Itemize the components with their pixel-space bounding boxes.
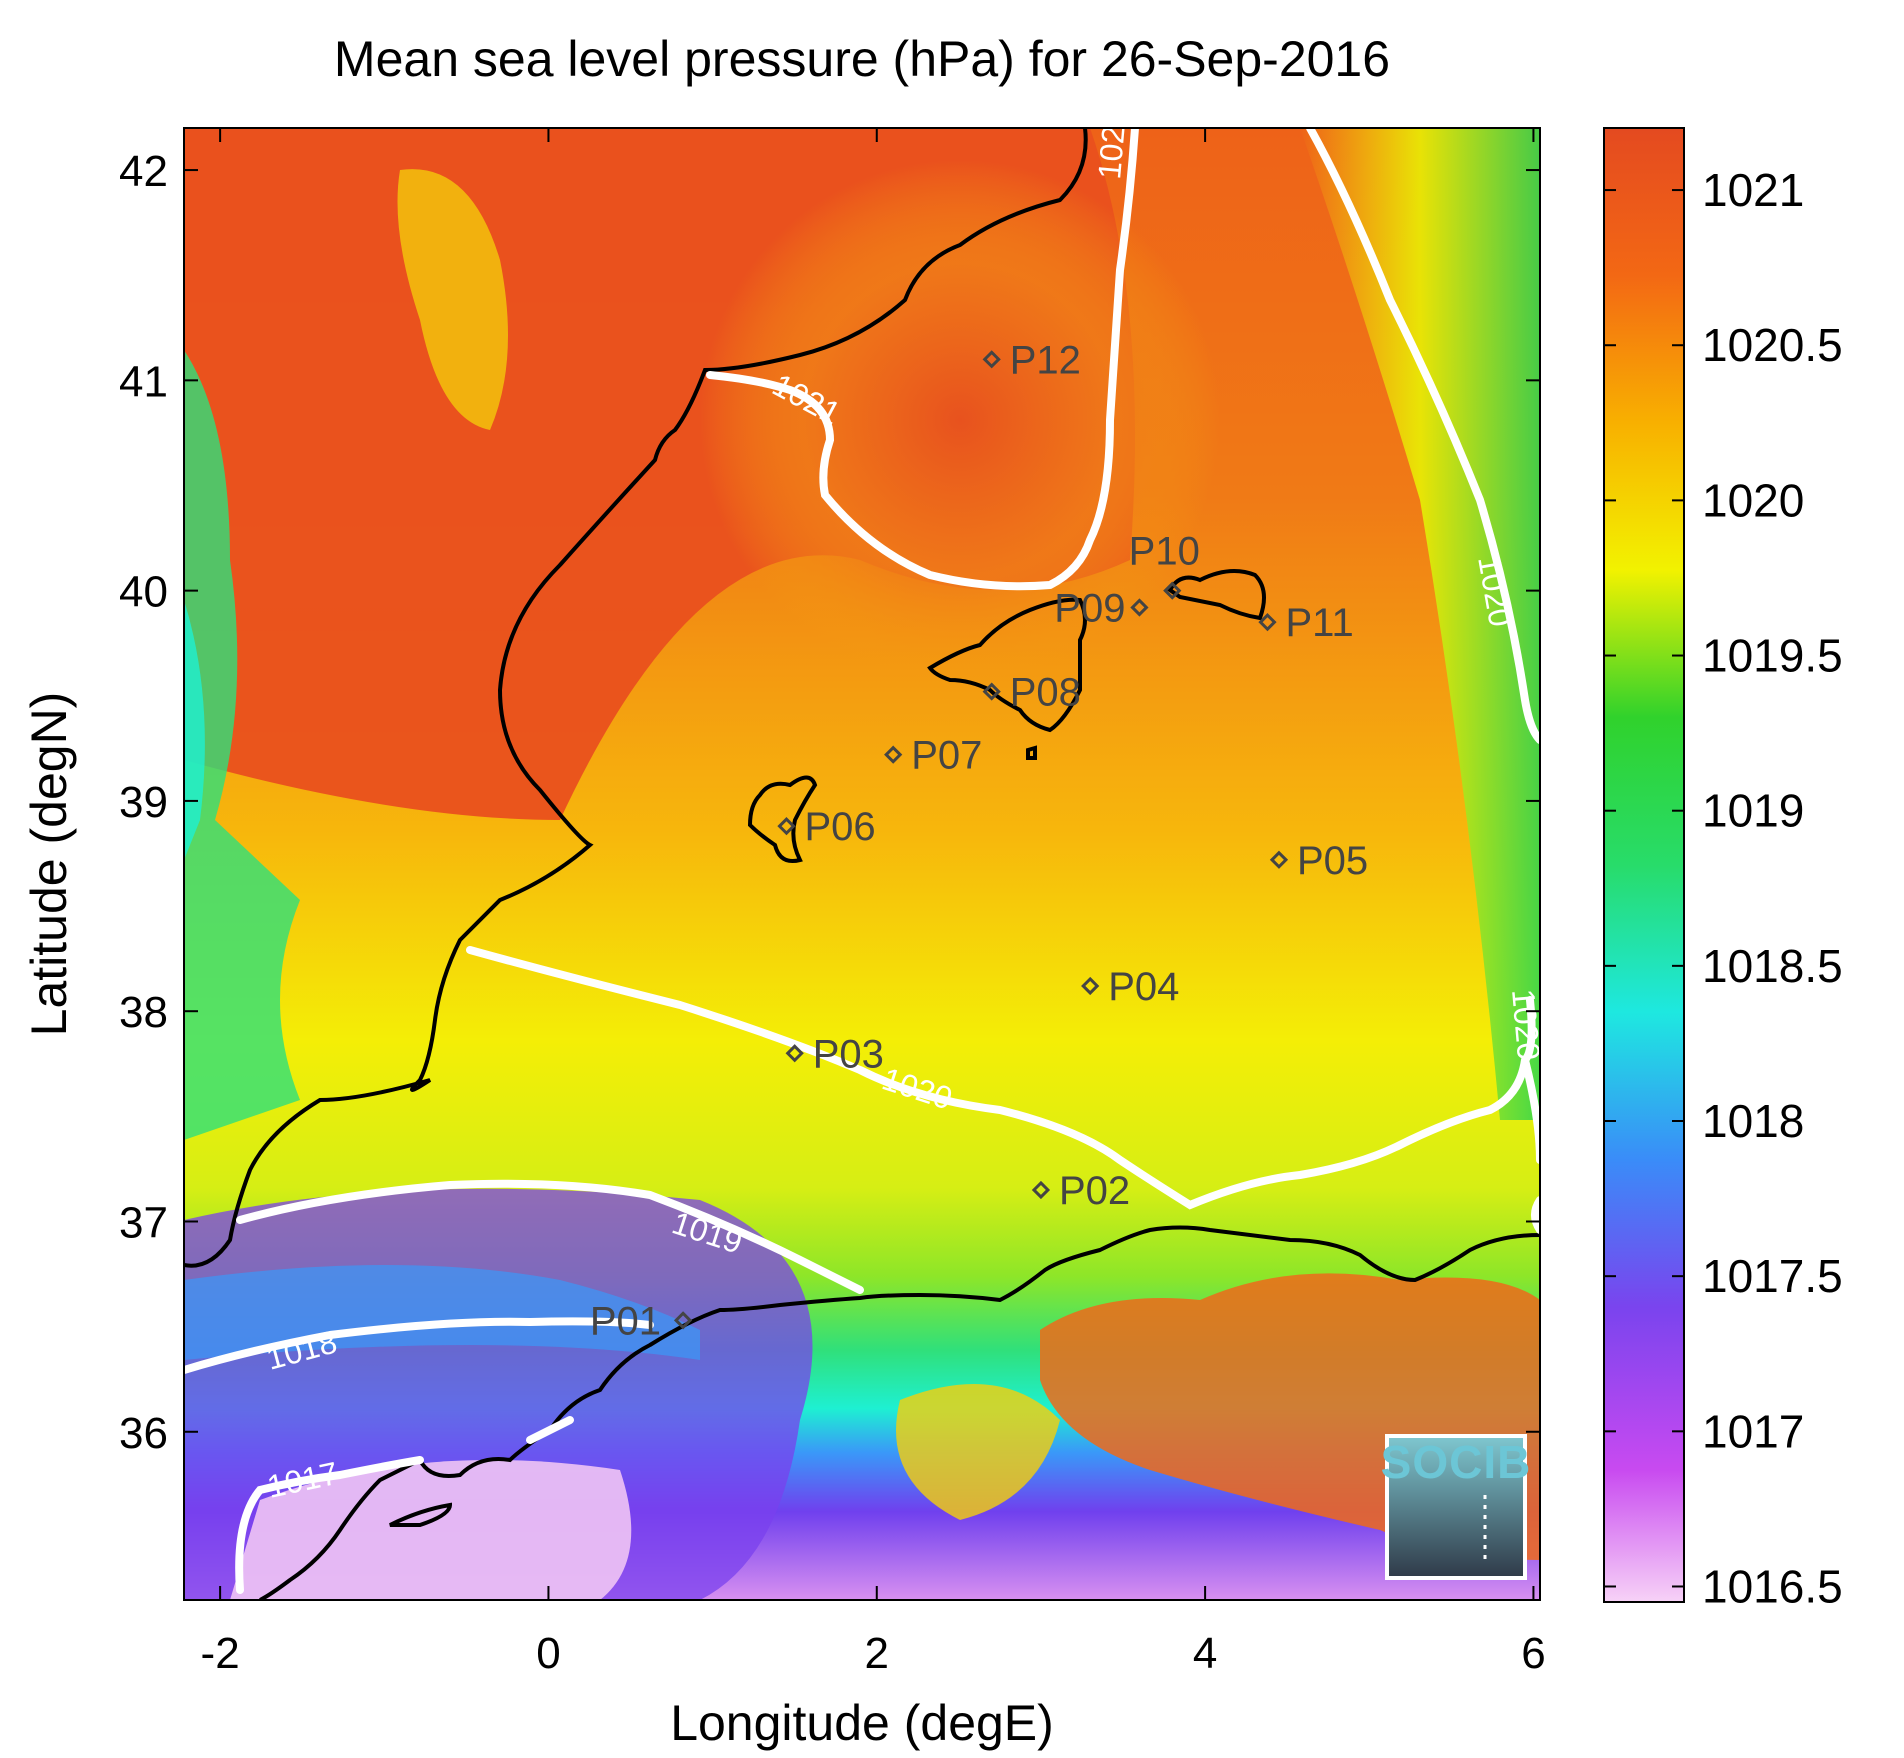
colorbar-tick-label: 1020.5 <box>1702 319 1843 371</box>
x-axis-ticks: -2 0 2 4 6 <box>201 128 1546 1678</box>
y-axis-ticks: 36 37 38 39 40 41 42 <box>119 147 1540 1458</box>
y-tick-label: 37 <box>119 1198 168 1247</box>
station-label: P12 <box>1010 338 1081 382</box>
y-tick-label: 38 <box>119 988 168 1037</box>
station-marker <box>1081 976 1100 996</box>
station-marker <box>673 1311 693 1330</box>
colorbar-tick-label: 1021 <box>1702 164 1804 216</box>
colorbar-tick-label: 1018.5 <box>1702 940 1843 992</box>
station-marker <box>1163 581 1182 600</box>
y-tick-label: 40 <box>119 568 168 617</box>
y-tick-label: 36 <box>119 1409 168 1458</box>
station-marker <box>777 817 796 836</box>
colorbar-tick-label: 1018 <box>1702 1095 1804 1147</box>
station-label: P11 <box>1285 601 1353 645</box>
y-tick-label: 41 <box>119 357 168 406</box>
station-label: P02 <box>1059 1169 1130 1213</box>
x-tick-label: 0 <box>536 1629 560 1678</box>
logo-text: SOCIB <box>1381 1436 1532 1488</box>
station-label: P08 <box>1010 671 1081 715</box>
station-label: P03 <box>813 1032 884 1076</box>
y-tick-label: 39 <box>119 778 168 827</box>
x-axis-label: Longitude (degE) <box>670 1695 1054 1751</box>
station-label: P09 <box>1054 586 1125 630</box>
colorbar: 1016.5 1017 1017.5 1018 1018.5 1019 1019.5 1020… <box>1603 127 1843 1612</box>
colorbar-scale <box>1603 127 1685 1603</box>
station-marker <box>982 682 1001 701</box>
station-marker <box>1130 598 1149 617</box>
colorbar-ticks: 1016.5 1017 1017.5 1018 1018.5 1019 1019.5 1020… <box>1604 164 1843 1612</box>
station-marker <box>982 350 1001 369</box>
y-tick-label: 42 <box>119 147 168 196</box>
x-tick-label: 6 <box>1521 1629 1545 1678</box>
station-label: P07 <box>911 734 982 778</box>
colorbar-tick-label: 1017.5 <box>1702 1250 1843 1302</box>
x-tick-label: 4 <box>1193 1629 1217 1678</box>
socib-logo: SOCIB <box>1381 1434 1532 1580</box>
station-marker <box>1269 850 1289 869</box>
x-tick-label: 2 <box>865 1629 889 1678</box>
station-marker <box>785 1044 804 1063</box>
colorbar-tick-label: 1016.5 <box>1702 1560 1843 1612</box>
y-axis-label: Latitude (degN) <box>21 692 77 1037</box>
chart-title: Mean sea level pressure (hPa) for 26-Sep… <box>334 31 1390 87</box>
isobars <box>184 128 1540 1594</box>
colorbar-tick-label: 1019.5 <box>1702 630 1843 682</box>
contour-label-1021-north: 1021 <box>1091 107 1133 181</box>
station-marker <box>1258 613 1277 632</box>
pressure-field: 1017 1018 1019 1020 1020 1020 1021 1021 … <box>184 107 1547 1600</box>
station-label: P01 <box>590 1299 661 1343</box>
colorbar-tick-label: 1017 <box>1702 1405 1804 1457</box>
station-label: P06 <box>804 805 875 849</box>
colorbar-tick-label: 1020 <box>1702 474 1804 526</box>
x-tick-label: -2 <box>201 1629 240 1678</box>
station-label: P04 <box>1108 965 1179 1009</box>
station-marker <box>1031 1180 1051 1200</box>
colorbar-tick-label: 1019 <box>1702 785 1804 837</box>
station-label: P10 <box>1129 530 1200 574</box>
station-marker <box>884 745 903 764</box>
plot-frame <box>183 127 1541 1601</box>
contour-label-1020-edge: 1020 <box>1505 987 1547 1061</box>
station-label: P05 <box>1297 839 1368 883</box>
